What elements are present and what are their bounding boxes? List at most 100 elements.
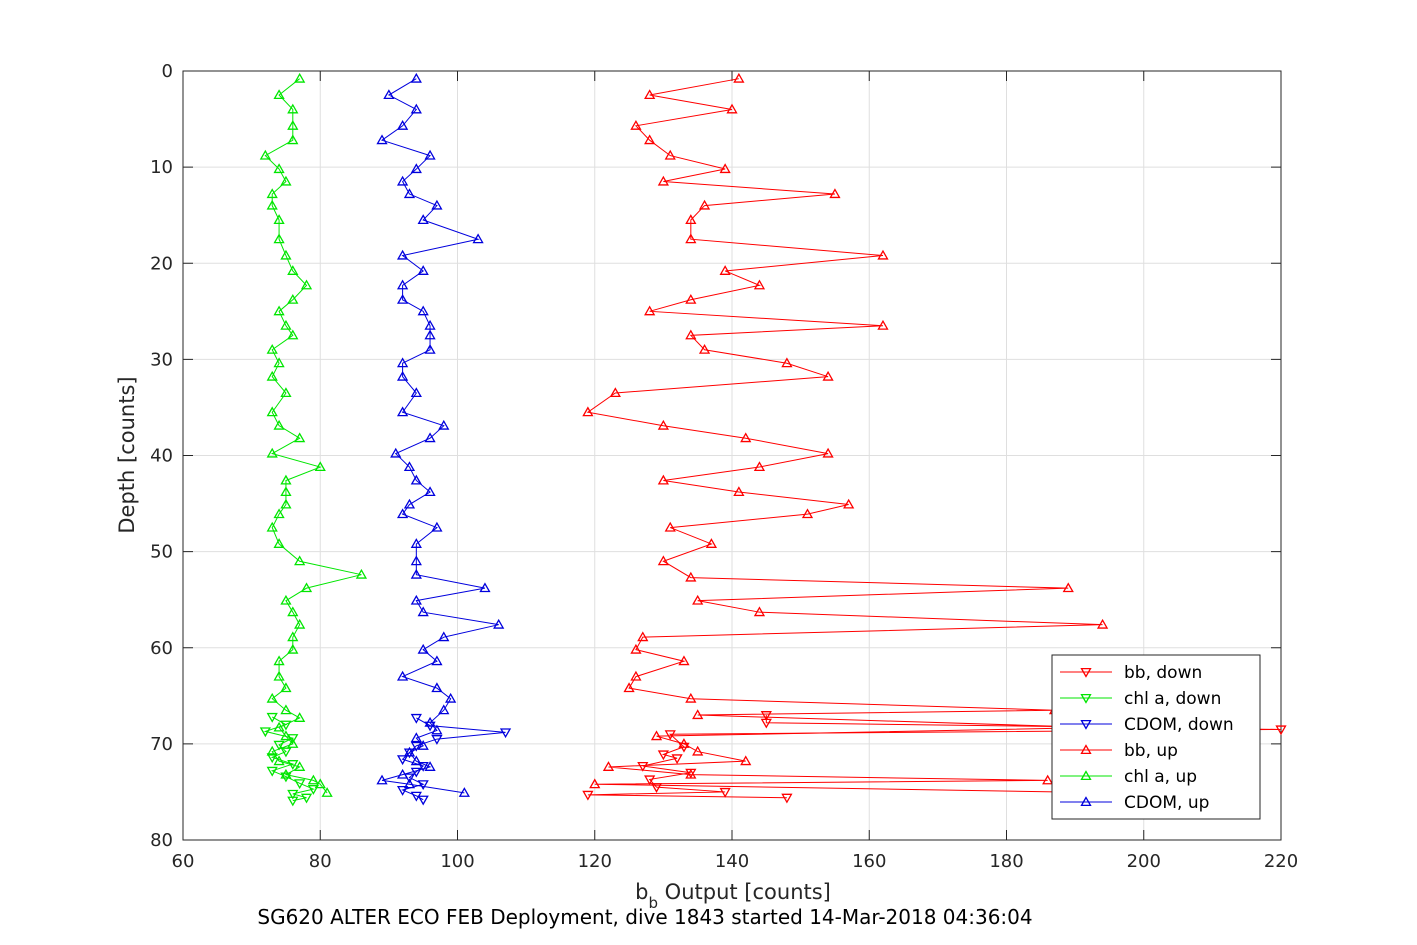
data-point bbox=[403, 746, 416, 757]
data-point bbox=[266, 712, 278, 723]
data-point bbox=[445, 692, 457, 703]
x-tick-label: 220 bbox=[1264, 851, 1298, 872]
legend-marker bbox=[1080, 796, 1092, 807]
data-point bbox=[692, 745, 704, 756]
legend-box bbox=[1051, 654, 1261, 820]
data-point bbox=[266, 692, 278, 703]
data-point bbox=[355, 568, 368, 579]
data-point bbox=[733, 72, 745, 83]
data-point bbox=[417, 761, 429, 772]
x-tick-label: 200 bbox=[1127, 851, 1161, 872]
data-point bbox=[287, 631, 299, 642]
legend-entry: bb, up bbox=[1060, 741, 1178, 761]
data-point bbox=[685, 214, 697, 225]
data-point bbox=[273, 419, 285, 430]
data-point bbox=[287, 134, 299, 145]
series-line-chl-a-down bbox=[263, 716, 316, 802]
data-point bbox=[829, 188, 841, 199]
data-point bbox=[424, 343, 436, 354]
data-point bbox=[438, 704, 450, 715]
legend-entry: CDOM, down bbox=[1060, 715, 1234, 735]
data-point bbox=[685, 329, 697, 340]
data-point bbox=[410, 72, 422, 83]
data-point bbox=[740, 755, 752, 766]
data-point bbox=[396, 249, 409, 260]
legend-entry: bb, down bbox=[1060, 663, 1202, 683]
data-point bbox=[657, 555, 669, 566]
data-point bbox=[287, 103, 299, 114]
data-point bbox=[410, 474, 422, 485]
data-point bbox=[692, 594, 704, 605]
data-point bbox=[273, 670, 285, 681]
data-point bbox=[630, 643, 642, 654]
data-point bbox=[657, 175, 669, 186]
x-axis-label-main: b bbox=[635, 880, 648, 904]
data-point bbox=[801, 508, 814, 519]
data-point bbox=[1275, 725, 1287, 736]
data-point bbox=[424, 329, 436, 340]
data-point bbox=[781, 793, 793, 804]
data-point bbox=[493, 618, 505, 629]
series-bb-up bbox=[582, 72, 1122, 797]
data-point bbox=[410, 732, 422, 743]
data-point bbox=[431, 521, 443, 532]
data-point bbox=[410, 767, 422, 778]
data-point bbox=[287, 265, 299, 275]
y-tick-label: 70 bbox=[150, 734, 173, 755]
data-point bbox=[280, 747, 292, 758]
data-point bbox=[266, 188, 278, 199]
data-point bbox=[410, 538, 422, 548]
legend-label: CDOM, up bbox=[1124, 793, 1209, 813]
data-point bbox=[822, 370, 834, 381]
data-point bbox=[294, 761, 306, 771]
data-point bbox=[280, 772, 292, 783]
series-chl-a-up bbox=[259, 72, 368, 797]
data-point bbox=[396, 768, 409, 779]
data-point bbox=[644, 89, 656, 100]
data-point bbox=[273, 508, 285, 519]
data-point bbox=[280, 319, 292, 330]
data-point bbox=[726, 103, 738, 114]
data-point bbox=[287, 789, 299, 800]
data-point bbox=[280, 474, 292, 485]
y-tick-label: 30 bbox=[150, 349, 173, 370]
data-point bbox=[719, 787, 731, 798]
data-point bbox=[280, 498, 292, 509]
x-axis-label: bb Output [counts] bbox=[635, 880, 831, 912]
data-point bbox=[287, 643, 299, 654]
y-tick-label: 10 bbox=[150, 157, 173, 178]
data-point bbox=[410, 713, 422, 724]
data-point bbox=[287, 606, 299, 617]
data-point bbox=[266, 766, 278, 777]
x-axis-label-rest: Output [counts] bbox=[658, 880, 831, 904]
data-point bbox=[410, 594, 422, 605]
data-series bbox=[259, 72, 1287, 807]
data-point bbox=[417, 780, 429, 791]
data-point bbox=[273, 655, 285, 666]
data-point bbox=[266, 199, 278, 210]
data-point bbox=[1042, 774, 1054, 785]
legend-label: CDOM, down bbox=[1124, 715, 1234, 735]
data-point bbox=[410, 568, 422, 579]
data-point bbox=[678, 655, 690, 666]
data-point bbox=[314, 461, 326, 472]
data-point bbox=[396, 670, 409, 681]
data-point bbox=[664, 149, 676, 160]
data-point bbox=[273, 305, 285, 316]
data-point bbox=[273, 89, 285, 100]
data-point bbox=[300, 582, 313, 593]
data-point bbox=[424, 486, 436, 497]
data-point bbox=[417, 643, 429, 654]
legend-label: chl a, up bbox=[1124, 767, 1197, 787]
data-point bbox=[287, 329, 299, 340]
x-tick-label: 60 bbox=[172, 851, 195, 872]
legend-entry: CDOM, up bbox=[1060, 793, 1209, 813]
data-point bbox=[644, 305, 656, 316]
data-point bbox=[424, 432, 436, 443]
data-point bbox=[307, 785, 320, 795]
data-point bbox=[287, 119, 299, 130]
y-tick-label: 40 bbox=[150, 446, 173, 467]
data-point bbox=[273, 721, 285, 732]
legend-marker bbox=[1080, 693, 1092, 704]
figure-caption: SG620 ALTER ECO FEB Deployment, dive 184… bbox=[257, 905, 1032, 929]
